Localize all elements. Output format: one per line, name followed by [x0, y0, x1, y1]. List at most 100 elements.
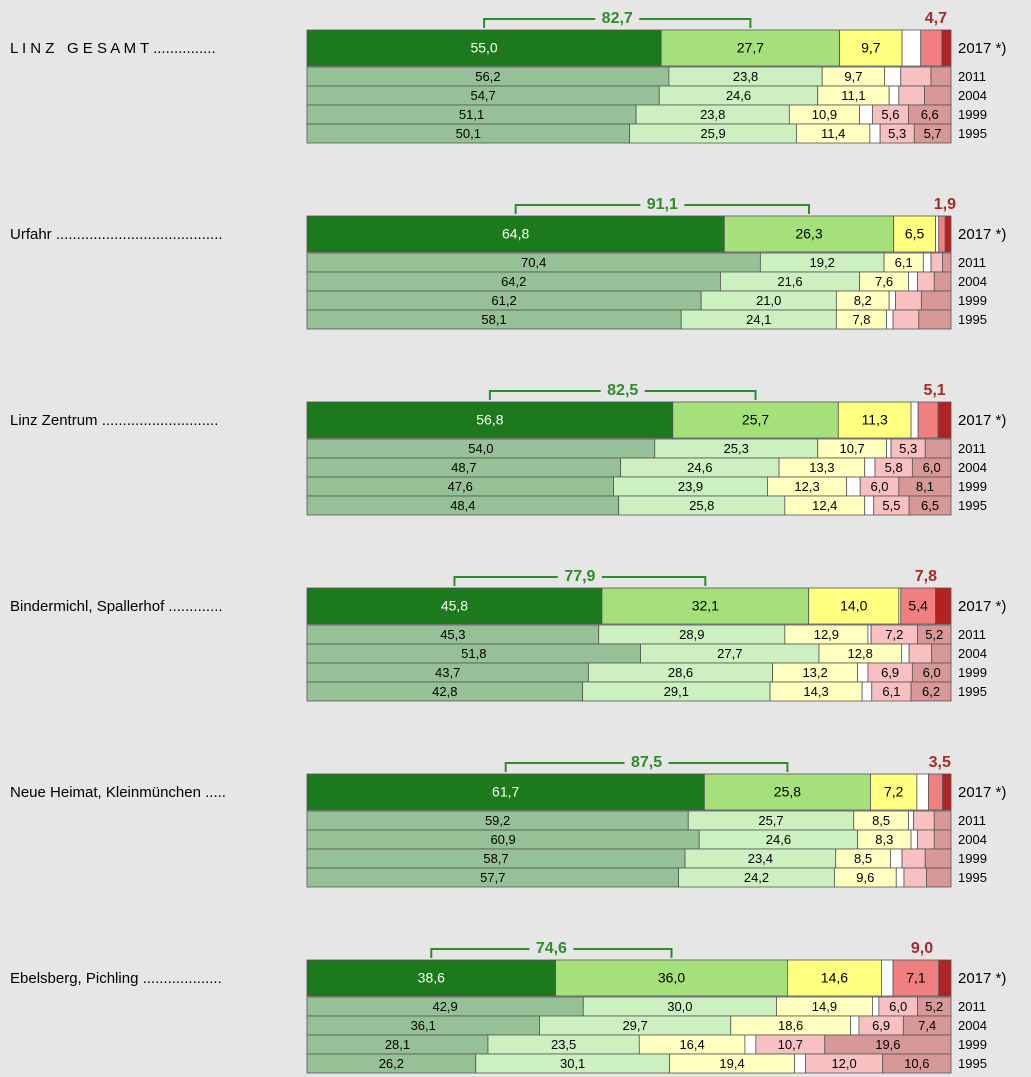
value-label: 6,9: [881, 665, 899, 680]
value-label: 10,7: [778, 1037, 803, 1052]
value-label: 8,3: [875, 832, 893, 847]
bar-segment: [900, 587, 936, 625]
value-label: 21,6: [777, 274, 802, 289]
value-label: 27,7: [737, 40, 764, 56]
bar-segment: [935, 587, 952, 625]
value-label: 23,5: [551, 1037, 576, 1052]
bar-segment: [886, 309, 894, 330]
bar-segment: [908, 643, 933, 664]
value-label: 7,1: [906, 970, 926, 986]
good-label-bg: [595, 10, 640, 26]
bar-segment: [857, 662, 869, 683]
bad-total: 5,1: [923, 382, 945, 399]
bar-segment: [916, 773, 929, 811]
year-label: 2011: [958, 69, 986, 84]
value-label: 54,0: [468, 441, 493, 456]
year-label: 1999: [958, 851, 987, 866]
value-label: 19,2: [810, 255, 835, 270]
good-total: 77,9: [564, 568, 595, 585]
value-label: 51,8: [461, 646, 486, 661]
year-label: 2011: [958, 813, 986, 828]
good-total: 74,6: [536, 940, 567, 957]
bar-segment: [942, 773, 952, 811]
value-label: 5,3: [899, 441, 917, 456]
bar-segment: [910, 829, 918, 850]
value-label: 6,5: [905, 226, 925, 242]
bar-segment: [900, 66, 932, 87]
value-label: 6,6: [921, 107, 939, 122]
value-label: 45,3: [440, 627, 465, 642]
value-label: 58,7: [483, 851, 508, 866]
value-label: 43,7: [435, 665, 460, 680]
bar-segment: [924, 438, 952, 459]
year-label: 1995: [958, 312, 987, 327]
value-label: 56,2: [475, 69, 500, 84]
year-label: 2004: [958, 274, 987, 289]
value-label: 36,1: [411, 1018, 436, 1033]
value-label: 5,7: [924, 126, 942, 141]
value-label: 7,4: [918, 1018, 936, 1033]
value-label: 25,8: [774, 784, 801, 800]
bad-total: 7,8: [915, 568, 937, 585]
value-label: 28,6: [668, 665, 693, 680]
value-label: 36,0: [658, 970, 685, 986]
year-label: 2011: [958, 441, 986, 456]
bar-segment: [933, 271, 952, 292]
bar-segment: [917, 271, 935, 292]
bad-total: 1,9: [934, 196, 956, 213]
bar-segment: [935, 215, 940, 253]
value-label: 14,0: [840, 598, 867, 614]
bar-segment: [922, 252, 932, 273]
group-label: L I N Z G E S A M T ...............: [10, 40, 216, 57]
bar-segment: [870, 773, 918, 811]
value-label: 19,6: [875, 1037, 900, 1052]
bar-segment: [884, 66, 902, 87]
bar-segment: [839, 29, 903, 67]
value-label: 18,6: [778, 1018, 803, 1033]
value-label: 48,4: [450, 498, 475, 513]
value-label: 10,9: [812, 107, 837, 122]
value-label: 8,2: [854, 293, 872, 308]
value-label: 21,0: [756, 293, 781, 308]
bar-segment: [901, 848, 926, 869]
group-label: Urfahr .................................…: [10, 226, 223, 243]
bar-segment: [903, 867, 927, 888]
good-label-bg: [624, 754, 669, 770]
bar-segment: [931, 643, 952, 664]
value-label: 48,7: [451, 460, 476, 475]
bar-segment: [933, 829, 952, 850]
good-total: 91,1: [647, 196, 678, 213]
value-label: 60,9: [490, 832, 515, 847]
bar-segment: [938, 215, 946, 253]
value-label: 12,0: [831, 1056, 856, 1071]
value-label: 11,3: [862, 412, 888, 428]
value-label: 25,7: [742, 412, 769, 428]
value-label: 5,2: [925, 999, 943, 1014]
value-label: 11,4: [821, 126, 845, 141]
bar-segment: [920, 29, 943, 67]
value-label: 10,7: [839, 441, 864, 456]
good-label-bg: [529, 940, 574, 956]
bar-segment: [942, 252, 952, 273]
value-label: 56,8: [476, 412, 503, 428]
bar-segment: [867, 624, 872, 645]
bad-total: 9,0: [911, 940, 933, 957]
value-label: 7,2: [885, 627, 903, 642]
value-label: 24,6: [766, 832, 791, 847]
group-label: Neue Heimat, Kleinmünchen .....: [10, 784, 226, 801]
value-label: 6,0: [870, 479, 888, 494]
year-label: 1995: [958, 498, 987, 513]
bar-segment: [888, 290, 897, 311]
year-label: 1995: [958, 870, 987, 885]
value-label: 13,2: [802, 665, 827, 680]
bar-segment: [917, 401, 939, 439]
value-label: 51,1: [459, 107, 484, 122]
bar-segment: [864, 457, 876, 478]
bar-segment: [872, 996, 880, 1017]
value-label: 8,1: [916, 479, 934, 494]
year-label: 2017 *): [958, 970, 1006, 987]
value-label: 24,6: [726, 88, 751, 103]
bar-segment: [850, 1015, 860, 1036]
value-label: 19,4: [719, 1056, 744, 1071]
value-label: 42,9: [432, 999, 457, 1014]
